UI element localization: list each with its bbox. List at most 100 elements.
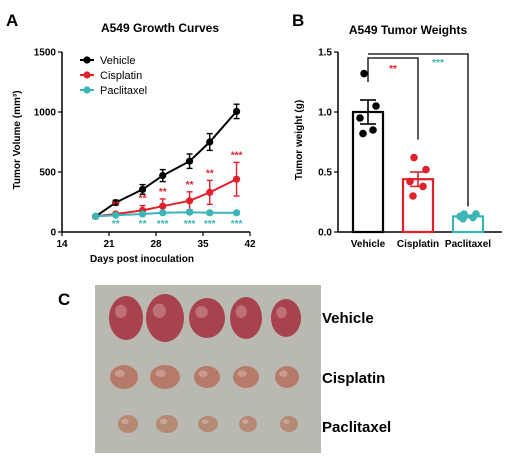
- data-point-vehicle: [206, 138, 214, 146]
- significance-stars: **: [186, 180, 194, 191]
- tumor-vehicle: [109, 296, 143, 340]
- data-point-vehicle: [185, 157, 194, 165]
- significance-stars: **: [389, 64, 397, 75]
- data-point-paclitaxel: [459, 215, 467, 223]
- tumor-highlight: [121, 418, 129, 424]
- tumor-photo: [95, 285, 321, 453]
- x-tick-label: 35: [197, 239, 209, 250]
- data-point-vehicle: [159, 172, 167, 180]
- chart-b-title: A549 Tumor Weights: [349, 23, 468, 37]
- data-point-cisplatin: [232, 175, 241, 183]
- significance-stars: **: [112, 200, 120, 211]
- data-point-vehicle: [232, 107, 241, 115]
- chart-a-ylabel: Tumor Volume (mm³): [12, 90, 23, 189]
- x-tick-label: 14: [56, 239, 68, 250]
- legend-label: Paclitaxel: [100, 85, 147, 97]
- y-tick-label: 0.0: [318, 228, 332, 239]
- x-tick-label: 21: [103, 239, 115, 250]
- data-point-vehicle: [372, 102, 380, 110]
- data-point-vehicle: [138, 185, 147, 193]
- significance-stars: ***: [432, 58, 444, 69]
- data-point-cisplatin: [422, 165, 430, 174]
- panel-label-c: C: [58, 290, 70, 309]
- tumor-highlight: [198, 370, 208, 378]
- growth-curve-chart: A549 Growth Curves Days post inoculation…: [12, 21, 256, 265]
- y-tick-label: 1000: [34, 108, 57, 119]
- tumor-highlight: [279, 370, 288, 378]
- significance-stars: **: [139, 219, 147, 230]
- significance-stars: **: [139, 194, 147, 205]
- chart-b-ylabel: Tumor weight (g): [294, 100, 305, 180]
- tumor-highlight: [114, 304, 127, 318]
- legend-label: Vehicle: [100, 55, 135, 67]
- tumor-cisplatin: [110, 365, 138, 389]
- data-point-paclitaxel: [206, 209, 214, 217]
- panel-label-b: B: [292, 11, 304, 30]
- y-tick-label: 1500: [34, 48, 57, 59]
- tumor-vehicle: [271, 299, 301, 337]
- data-point-vehicle: [369, 126, 377, 134]
- y-tick-label: 0.5: [318, 168, 332, 179]
- tumor-paclitaxel: [118, 415, 138, 433]
- data-point-paclitaxel: [112, 211, 120, 219]
- y-tick-label: 0: [50, 228, 56, 239]
- data-point-vehicle: [356, 114, 364, 122]
- legend-marker: [83, 71, 91, 79]
- comparison-bracket: [367, 57, 419, 140]
- tumor-highlight: [242, 419, 249, 424]
- significance-stars: ***: [184, 219, 196, 230]
- data-point-cisplatin: [410, 153, 418, 162]
- legend-marker: [83, 56, 91, 64]
- tumor-highlight: [155, 369, 166, 377]
- data-point-vehicle: [360, 69, 368, 78]
- significance-stars: **: [159, 187, 167, 198]
- significance-stars: ***: [231, 150, 243, 161]
- data-point-paclitaxel: [232, 209, 241, 217]
- tumor-highlight: [195, 306, 208, 318]
- chart-a-title: A549 Growth Curves: [101, 21, 219, 35]
- data-point-paclitaxel: [469, 213, 477, 222]
- data-point-cisplatin: [409, 192, 417, 200]
- tumor-vehicle: [146, 294, 184, 342]
- data-point-paclitaxel: [91, 212, 100, 220]
- tumor-cisplatin: [233, 366, 259, 388]
- significance-stars: **: [112, 219, 120, 230]
- category-label: Paclitaxel: [445, 239, 491, 250]
- tumor-vehicle: [189, 298, 225, 338]
- data-point-vehicle: [359, 129, 367, 138]
- panel-label-a: A: [6, 11, 18, 30]
- data-point-cisplatin: [419, 182, 427, 191]
- data-point-paclitaxel: [159, 209, 167, 217]
- tumor-highlight: [201, 419, 209, 424]
- y-tick-label: 1.5: [318, 48, 332, 59]
- category-label: Vehicle: [351, 239, 386, 250]
- data-point-vehicle: [112, 199, 120, 207]
- data-point-paclitaxel: [185, 208, 194, 216]
- tumor-highlight: [114, 369, 125, 377]
- tumor-cisplatin: [275, 366, 299, 388]
- data-point-cisplatin: [185, 197, 194, 205]
- tumor-highlight: [237, 370, 247, 378]
- tumor-weight-chart: A549 Tumor Weights Tumor weight (g) 0.0 0…: [294, 23, 502, 250]
- significance-stars: ***: [231, 219, 243, 230]
- tumor-vehicle: [230, 297, 262, 339]
- x-tick-label: 42: [244, 239, 256, 250]
- tumor-cisplatin: [150, 365, 180, 389]
- x-tick-label: 28: [150, 239, 162, 250]
- legend-marker: [83, 86, 91, 94]
- y-tick-label: 500: [39, 168, 56, 179]
- tumor-highlight: [159, 418, 168, 424]
- tumor-paclitaxel: [198, 416, 218, 432]
- data-point-cisplatin: [206, 188, 214, 196]
- tumor-highlight: [276, 306, 287, 318]
- y-tick-label: 1.0: [318, 108, 332, 119]
- data-point-paclitaxel: [138, 210, 147, 218]
- tumor-paclitaxel: [280, 416, 298, 432]
- data-point-cisplatin: [159, 202, 167, 210]
- significance-stars: ***: [204, 219, 216, 230]
- legend-label: Cisplatin: [100, 70, 142, 82]
- photo-label-vehicle: Vehicle: [322, 310, 374, 327]
- significance-stars: **: [206, 168, 214, 179]
- tumor-highlight: [152, 303, 166, 318]
